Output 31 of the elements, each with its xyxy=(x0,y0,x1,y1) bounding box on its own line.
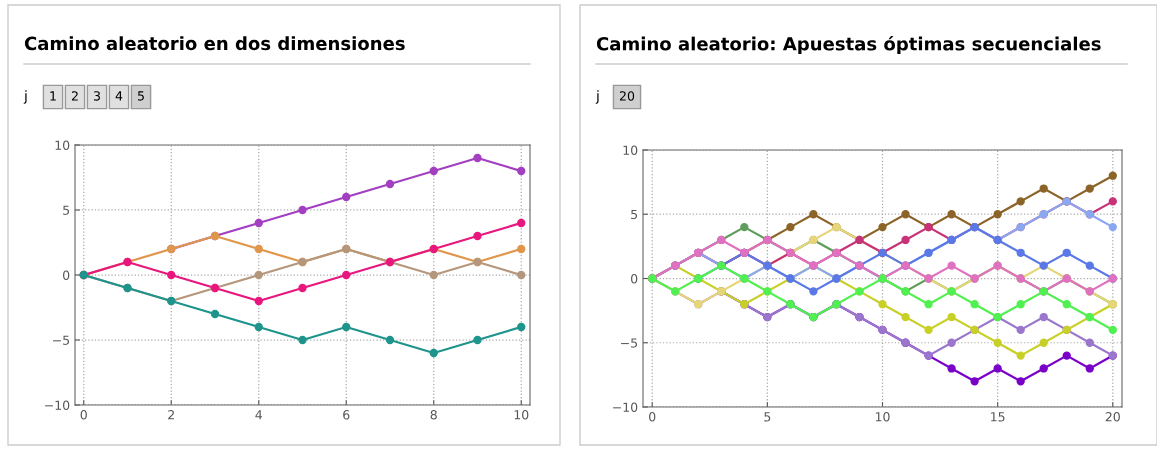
x-tick-label: 6 xyxy=(343,410,350,420)
x-tick-label: 0 xyxy=(649,412,656,422)
x-tick-label: 8 xyxy=(430,410,437,420)
text: 2 xyxy=(71,91,78,101)
text: 20 xyxy=(619,91,635,101)
y-tick-label: −5 xyxy=(53,335,70,345)
text: 1 xyxy=(50,91,56,101)
y-tick-label: 10 xyxy=(55,140,70,150)
x-tick-label: 4 xyxy=(255,410,263,420)
y-tick-label: 10 xyxy=(623,145,638,155)
text: 4 xyxy=(115,91,123,101)
y-tick-label: −10 xyxy=(45,400,70,410)
text: j xyxy=(23,90,27,104)
text: j xyxy=(595,90,599,104)
x-tick-label: 10 xyxy=(514,410,529,420)
chart-title: Camino aleatorio en dos dimensiones xyxy=(24,36,405,51)
y-tick-label: −10 xyxy=(613,402,638,412)
y-tick-label: 0 xyxy=(63,270,70,280)
y-tick-label: 0 xyxy=(631,273,638,284)
x-tick-label: 20 xyxy=(1105,412,1120,422)
chart-title: Camino aleatorio: Apuestas óptimas secuenciales xyxy=(596,35,1101,55)
y-tick-label: −5 xyxy=(621,338,638,348)
text: 3 xyxy=(93,91,100,101)
y-tick-label: 5 xyxy=(631,209,638,220)
y-tick-label: 5 xyxy=(63,205,70,215)
x-tick-label: 0 xyxy=(80,410,87,420)
text: 5 xyxy=(137,91,144,101)
x-tick-label: 15 xyxy=(991,412,1005,422)
x-tick-label: 2 xyxy=(168,410,174,420)
x-tick-label: 5 xyxy=(764,412,771,422)
x-tick-label: 10 xyxy=(875,412,890,422)
